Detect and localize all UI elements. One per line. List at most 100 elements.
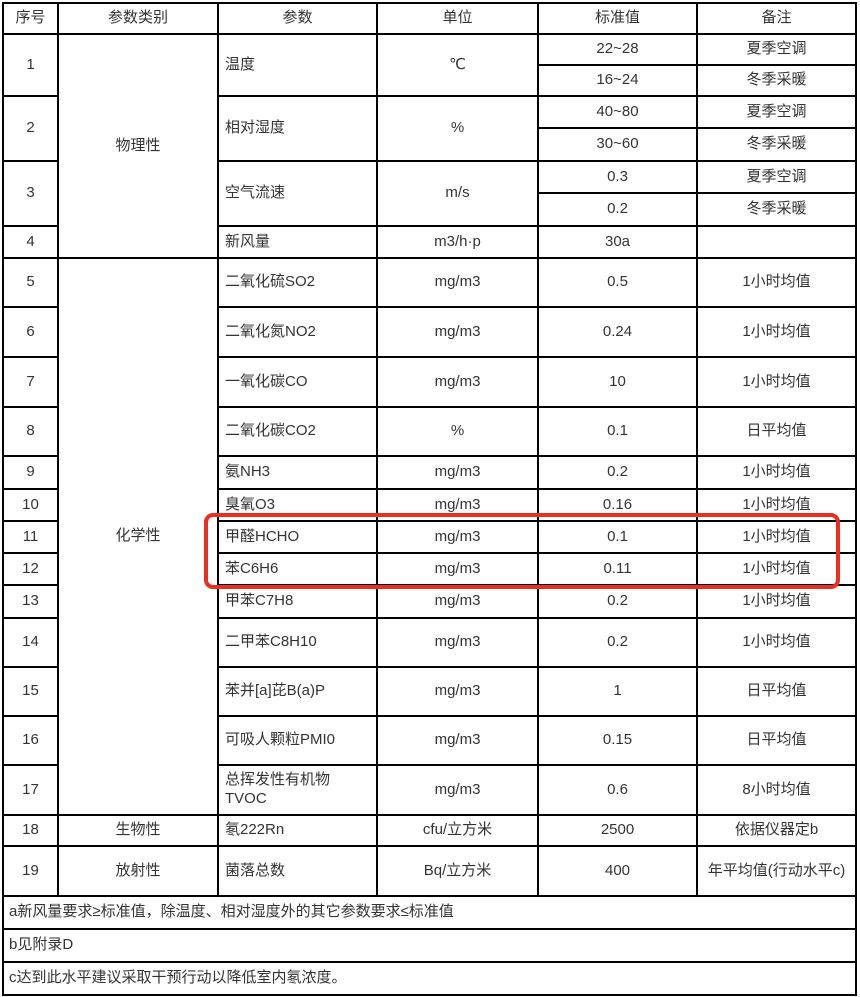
category-chemical: 化学性	[57, 257, 219, 816]
value-cell: 0.2	[537, 617, 698, 668]
no-cell: 14	[2, 617, 59, 668]
no-cell: 18	[2, 814, 59, 847]
no-cell: 19	[2, 845, 59, 897]
table-row: 9 氨NH3 mg/m3 0.2 1小时均值	[2, 455, 857, 490]
col-header-param: 参数	[217, 2, 378, 35]
no-cell: 4	[2, 225, 59, 259]
col-header-category: 参数类别	[57, 2, 219, 35]
table-row: 8 二氧化碳CO2 % 0.1 日平均值	[2, 406, 857, 457]
value-cell: 0.2	[537, 455, 698, 490]
unit-cell: Bq/立方米	[376, 845, 539, 897]
note-cell: 1小时均值	[696, 520, 857, 554]
footnote-a: a新风量要求≥标准值，除温度、相对湿度外的其它参数要求≤标准值	[2, 895, 857, 930]
note-cell: 夏季空调	[696, 160, 857, 194]
table-row: 17 总挥发性有机物 TVOC mg/m3 0.6 8小时均值	[2, 764, 857, 816]
unit-cell: mg/m3	[376, 488, 539, 522]
table-row: 7 一氧化碳CO mg/m3 10 1小时均值	[2, 356, 857, 408]
table-row: 19 放射性 菌落总数 Bq/立方米 400 年平均值(行动水平c)	[2, 845, 857, 897]
unit-cell: mg/m3	[376, 552, 539, 586]
unit-cell: mg/m3	[376, 257, 539, 308]
table-row: 0.2 冬季采暖	[3, 192, 857, 227]
note-cell: 8小时均值	[696, 764, 857, 816]
unit-cell: cfu/立方米	[376, 814, 539, 847]
table-row: 16 可吸人颗粒PMI0 mg/m3 0.15 日平均值	[2, 715, 857, 766]
no-cell: 3	[2, 160, 59, 227]
note-cell: 日平均值	[696, 406, 857, 457]
note-cell: 日平均值	[696, 715, 857, 766]
unit-cell: mg/m3	[376, 520, 539, 554]
category-biological: 生物性	[57, 814, 219, 847]
note-cell: 夏季空调	[696, 95, 857, 129]
note-cell: 1小时均值	[696, 356, 857, 408]
unit-cell: %	[376, 406, 539, 457]
unit-cell: mg/m3	[376, 666, 539, 717]
value-cell: 0.2	[537, 584, 698, 619]
note-cell: 1小时均值	[696, 488, 857, 522]
param-cell: 甲苯C7H8	[217, 584, 378, 619]
footnote-b: b见附录D	[2, 928, 857, 963]
note-cell: 1小时均值	[696, 455, 857, 490]
unit-cell: mg/m3	[376, 356, 539, 408]
value-cell: 10	[537, 356, 698, 408]
col-header-remark: 备注	[696, 2, 857, 35]
note-cell: 年平均值(行动水平c)	[696, 845, 857, 897]
value-cell: 30~60	[537, 127, 698, 162]
table-row-highlighted: 12 苯C6H6 mg/m3 0.11 1小时均值	[2, 552, 857, 586]
param-cell: 苯并[a]芘B(a)P	[217, 666, 378, 717]
no-cell: 9	[2, 455, 59, 490]
value-cell: 0.2	[537, 192, 698, 227]
value-cell: 2500	[537, 814, 698, 847]
table-row: 6 二氧化氮NO2 mg/m3 0.24 1小时均值	[2, 306, 857, 358]
param-cell: 总挥发性有机物 TVOC	[217, 764, 378, 816]
param-line-2: TVOC	[225, 790, 267, 807]
unit-cell: mg/m3	[376, 584, 539, 619]
no-cell: 12	[2, 552, 59, 586]
value-cell: 0.24	[537, 306, 698, 358]
unit-cell: m/s	[376, 160, 539, 227]
no-cell: 7	[2, 356, 59, 408]
param-cell: 温度	[217, 33, 378, 97]
no-cell: 6	[2, 306, 59, 358]
header-row: 序号 参数类别 参数 单位 标准值 备注	[2, 2, 857, 35]
col-header-no: 序号	[2, 2, 59, 35]
value-cell: 0.11	[537, 552, 698, 586]
no-cell: 13	[2, 584, 59, 619]
note-cell: 1小时均值	[696, 257, 857, 308]
unit-cell: mg/m3	[376, 455, 539, 490]
no-cell: 15	[2, 666, 59, 717]
footnote-c: c达到此水平建议采取干预行动以降低室内氡浓度。	[2, 961, 857, 996]
value-cell: 0.5	[537, 257, 698, 308]
param-cell: 二氧化碳CO2	[217, 406, 378, 457]
note-cell: 1小时均值	[696, 552, 857, 586]
no-cell: 17	[2, 764, 59, 816]
value-cell: 0.1	[537, 520, 698, 554]
note-cell: 冬季采暖	[696, 192, 857, 227]
param-line-1: 总挥发性有机物	[225, 771, 331, 789]
table-row: 4 新风量 m3/h·p 30a	[2, 225, 857, 259]
col-header-unit: 单位	[376, 2, 539, 35]
no-cell: 10	[2, 488, 59, 522]
table-row: 15 苯并[a]芘B(a)P mg/m3 1 日平均值	[2, 666, 857, 717]
param-cell: 空气流速	[217, 160, 378, 227]
unit-cell: mg/m3	[376, 715, 539, 766]
table-row: 16~24 冬季采暖	[3, 64, 857, 97]
param-cell: 二氧化硫SO2	[217, 257, 378, 308]
unit-cell: mg/m3	[376, 617, 539, 668]
note-cell: 依据仪器定b	[696, 814, 857, 847]
param-cell: 新风量	[217, 225, 378, 259]
param-cell: 臭氧O3	[217, 488, 378, 522]
unit-cell: mg/m3	[376, 306, 539, 358]
value-cell: 400	[537, 845, 698, 897]
table-row: 13 甲苯C7H8 mg/m3 0.2 1小时均值	[2, 584, 857, 619]
note-cell: 冬季采暖	[696, 64, 857, 97]
unit-cell: ℃	[376, 33, 539, 97]
no-cell: 1	[2, 33, 59, 97]
table-row: 2 相对湿度 % 40~80 夏季空调	[2, 95, 857, 162]
footnote-row: a新风量要求≥标准值，除温度、相对湿度外的其它参数要求≤标准值	[2, 895, 857, 930]
footnote-row: b见附录D	[2, 928, 857, 963]
table-row: 18 生物性 氡222Rn cfu/立方米 2500 依据仪器定b	[2, 814, 857, 847]
param-cell: 可吸人颗粒PMI0	[217, 715, 378, 766]
footnote-row: c达到此水平建议采取干预行动以降低室内氡浓度。	[2, 961, 857, 996]
